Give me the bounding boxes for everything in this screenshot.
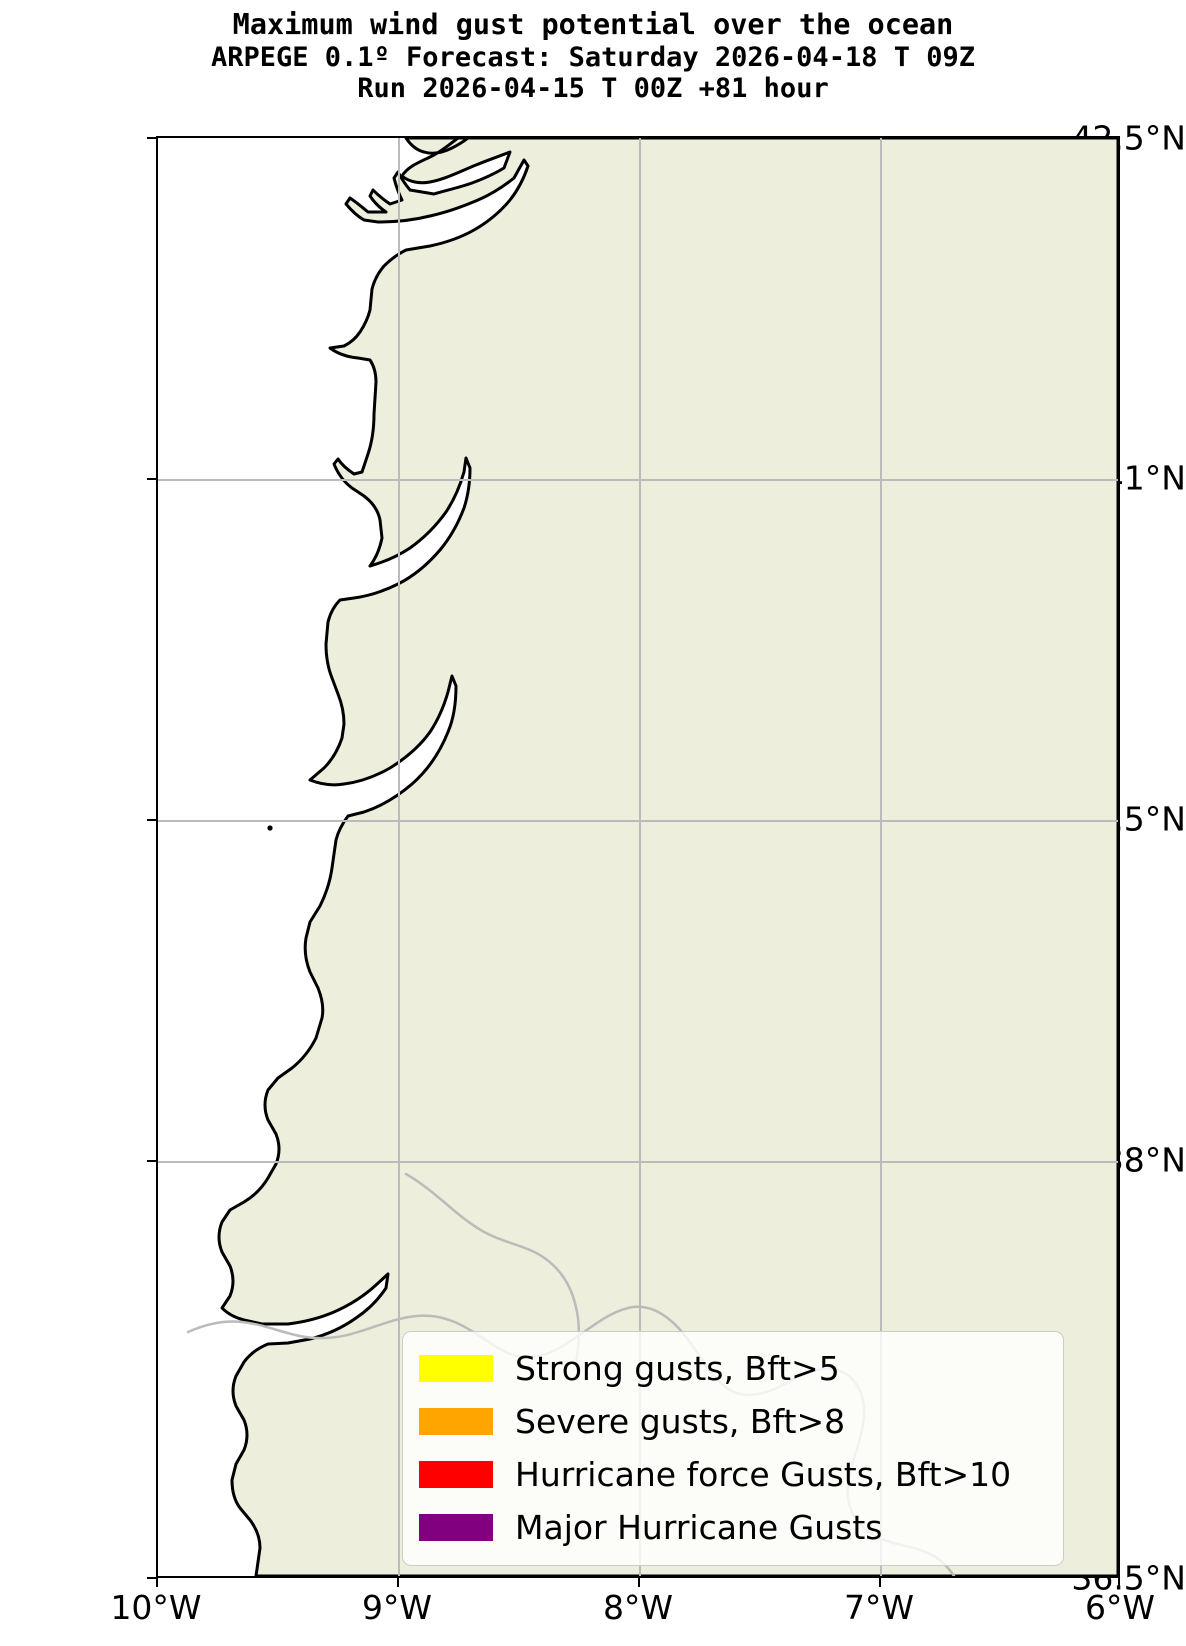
xtick-mark-6W bbox=[1118, 1578, 1120, 1587]
xtick-mark-8W bbox=[638, 1578, 640, 1587]
title-line-main: Maximum wind gust potential over the oce… bbox=[232, 8, 954, 41]
offshore-island-layer bbox=[267, 825, 273, 831]
ytick-mark-39-5N bbox=[147, 819, 156, 821]
xtick-label-6W: 6°W bbox=[1084, 1588, 1156, 1627]
title-line-forecast: ARPEGE 0.1º Forecast: Saturday 2026-04-1… bbox=[210, 41, 975, 73]
ytick-mark-38N bbox=[147, 1160, 156, 1162]
legend-label-severe-gusts: Severe gusts, Bft>8 bbox=[515, 1402, 846, 1441]
legend-item-strong-gusts[interactable]: Strong gusts, Bft>5 bbox=[403, 1342, 1063, 1395]
title-line-run: Run 2026-04-15 T 00Z +81 hour bbox=[357, 73, 829, 105]
legend-swatch-yellow bbox=[419, 1355, 493, 1382]
chart-title-block: Maximum wind gust potential over the oce… bbox=[0, 8, 1186, 105]
legend-label-major-hurricane-gusts: Major Hurricane Gusts bbox=[515, 1508, 883, 1547]
xtick-label-9W: 9°W bbox=[361, 1588, 433, 1627]
map-legend[interactable]: Strong gusts, Bft>5 Severe gusts, Bft>8 … bbox=[402, 1331, 1064, 1566]
portugal-spain-border-north bbox=[404, 1172, 581, 1366]
legend-swatch-red bbox=[419, 1461, 493, 1488]
xtick-mark-10W bbox=[156, 1578, 158, 1587]
berlenga-island bbox=[267, 825, 273, 831]
legend-item-hurricane-force-gusts[interactable]: Hurricane force Gusts, Bft>10 bbox=[403, 1448, 1063, 1501]
xtick-mark-9W bbox=[397, 1578, 399, 1587]
xtick-mark-7W bbox=[879, 1578, 881, 1587]
legend-label-hurricane-force-gusts: Hurricane force Gusts, Bft>10 bbox=[515, 1455, 1012, 1494]
legend-item-severe-gusts[interactable]: Severe gusts, Bft>8 bbox=[403, 1395, 1063, 1448]
iberia-landmass bbox=[217, 138, 1118, 1576]
ytick-mark-42-5N bbox=[147, 137, 156, 139]
legend-label-strong-gusts: Strong gusts, Bft>5 bbox=[515, 1349, 840, 1388]
legend-swatch-orange bbox=[419, 1408, 493, 1435]
xtick-label-8W: 8°W bbox=[602, 1588, 674, 1627]
xtick-label-10W: 10°W bbox=[110, 1588, 202, 1627]
xtick-label-7W: 7°W bbox=[843, 1588, 915, 1627]
legend-item-major-hurricane-gusts[interactable]: Major Hurricane Gusts bbox=[403, 1501, 1063, 1554]
ytick-mark-36-5N bbox=[147, 1577, 156, 1579]
ytick-mark-41N bbox=[147, 478, 156, 480]
land-layer bbox=[217, 138, 1118, 1576]
legend-swatch-purple bbox=[419, 1514, 493, 1541]
